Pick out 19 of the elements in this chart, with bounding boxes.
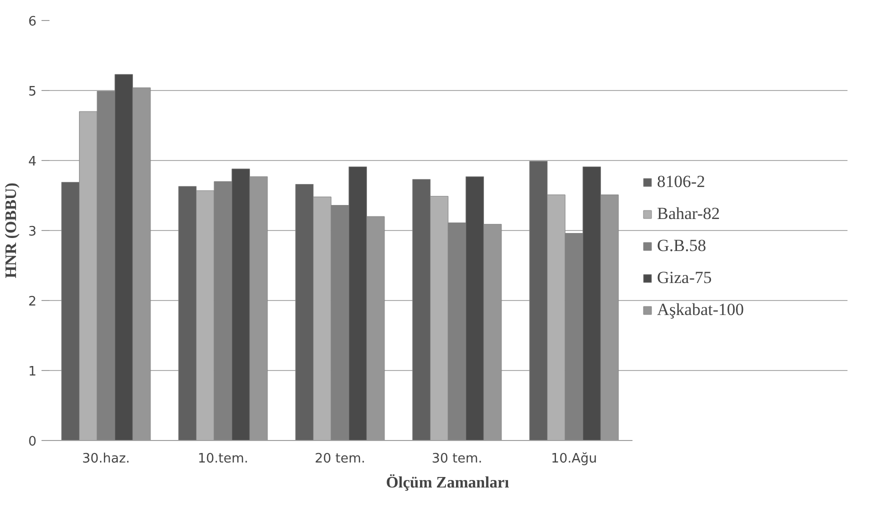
legend-label: G.B.58 xyxy=(657,236,706,256)
y-axis-title: HNR (OBBU) xyxy=(3,182,20,278)
x-tick-label: 10.tem. xyxy=(198,452,248,466)
legend-label: Aşkabat-100 xyxy=(657,300,744,320)
y-tick-label: 5 xyxy=(28,84,37,100)
y-tick-label: 1 xyxy=(28,364,37,380)
y-tick-label: 4 xyxy=(28,154,37,170)
legend-label: Bahar-82 xyxy=(657,204,720,224)
x-tick-label: 10.Ağu xyxy=(550,452,598,466)
y-tick-label: 3 xyxy=(28,224,37,240)
y-tick-label: 6 xyxy=(28,14,37,30)
x-axis-title: Ölçüm Zamanları xyxy=(386,474,510,492)
x-tick-label: 30 tem. xyxy=(432,452,482,466)
x-tick-label: 20 tem. xyxy=(314,452,366,466)
y-tick-label: 0 xyxy=(28,434,37,450)
x-tick-label: 30.haz. xyxy=(82,452,130,466)
legend-label: 8106-2 xyxy=(657,172,706,192)
legend-label: Giza-75 xyxy=(657,268,712,288)
y-tick-label: 2 xyxy=(28,294,37,310)
